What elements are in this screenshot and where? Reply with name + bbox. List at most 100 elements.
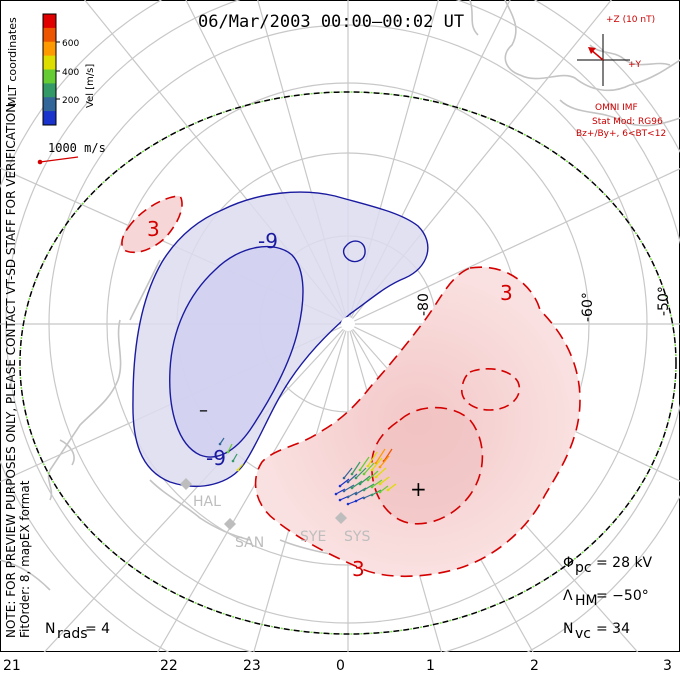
magnetic-pole: [341, 317, 355, 331]
velocity-vector-origin: [374, 475, 378, 479]
velocity-vector: [359, 456, 370, 471]
negative-contour-label: -9: [258, 229, 278, 253]
velocity-vector-origin: [358, 482, 362, 486]
svg-text:HM: HM: [575, 593, 598, 609]
lat-label-50: -50°: [656, 286, 672, 316]
velocity-vectors: [218, 437, 397, 506]
radar-label-san: SAN: [235, 535, 264, 551]
positive-contour-label-3: 3: [352, 557, 365, 581]
velocity-vector-origin: [362, 496, 366, 500]
velocity-vector-origin: [378, 482, 382, 486]
mlt-tick-22: 22: [160, 658, 178, 674]
velocity-vector-origin: [218, 442, 222, 446]
negative-convection-cell: [132, 191, 429, 488]
velocity-vector-origin: [354, 499, 358, 503]
velocity-vector: [371, 479, 383, 488]
velocity-vector-origin: [370, 468, 374, 472]
colorbar-cell: [43, 14, 56, 29]
speed-reference-vector: [37, 156, 79, 165]
colorbar-cell: [43, 41, 56, 57]
velocity-vector: [347, 473, 358, 483]
velocity-vector: [379, 485, 389, 493]
imf-condition-label: Bz+/By+, 6<BT<12: [576, 129, 666, 139]
velocity-vector: [343, 484, 355, 492]
velocity-vector: [375, 448, 386, 464]
positive-convection-cell: [121, 195, 581, 578]
velocity-vector: [351, 480, 363, 489]
velocity-vector: [355, 496, 365, 502]
velocity-vector: [371, 457, 383, 471]
velocity-vector: [367, 470, 379, 481]
negative-contour-label-2: -9: [206, 446, 226, 470]
svg-text:N: N: [45, 621, 55, 637]
velocity-vector-origin: [231, 459, 235, 463]
colorbar-cell: [43, 97, 56, 112]
velocity-vector-origin: [350, 472, 354, 476]
velocity-vector-origin: [342, 476, 346, 480]
colorbar-label: Vel [m/s]: [85, 64, 96, 108]
imf-source-label: OMNI IMF: [595, 103, 638, 113]
stat-nrads: N rads = 4: [45, 621, 110, 642]
mlt-tick-23: 23: [243, 658, 261, 674]
colorbar-tick-600: 600: [62, 39, 79, 49]
velocity-colorbar: [42, 13, 60, 126]
svg-text:= 34: = 34: [596, 621, 630, 637]
positive-contour-label-2: 3: [500, 281, 513, 305]
velocity-vector-origin: [378, 465, 382, 469]
velocity-vector: [363, 483, 375, 491]
velocity-vector: [387, 483, 397, 491]
stat-nvc: N vc = 34: [563, 621, 630, 642]
potential-minimum-marker: –: [199, 400, 208, 421]
svg-text:rads: rads: [57, 626, 88, 642]
radar-sites: [180, 478, 347, 530]
svg-text:vc: vc: [575, 626, 591, 642]
stat-phi: Φ pc = 28 kV: [563, 555, 653, 576]
colorbar-cell: [43, 27, 56, 43]
velocity-vector: [347, 500, 357, 505]
radar-label-sys: SYS: [344, 529, 370, 545]
mlt-tick-1: 1: [426, 658, 435, 674]
mlt-tick-3: 3: [663, 658, 672, 674]
imf-clock-dial: [577, 34, 630, 86]
preview-note: NOTE: FOR PREVIEW PURPOSES ONLY, PLEASE …: [4, 100, 18, 638]
colorbar-cell: [43, 55, 56, 70]
velocity-vector-origin: [370, 493, 374, 497]
positive-contour-label: 3: [147, 217, 160, 241]
velocity-vector: [343, 467, 353, 479]
speed-reference-label: 1000 m/s: [48, 141, 106, 155]
stat-model-label: Stat Mod: RG96: [592, 117, 663, 127]
velocity-vector-origin: [334, 492, 338, 496]
velocity-vector-origin: [338, 498, 342, 502]
mlt-tick-2: 2: [530, 658, 539, 674]
velocity-vector-origin: [366, 478, 370, 482]
colorbar-tick-200: 200: [62, 96, 79, 106]
velocity-vector-origin: [236, 468, 240, 472]
velocity-vector: [363, 462, 375, 475]
velocity-vector: [379, 476, 390, 485]
velocity-vector-origin: [350, 486, 354, 490]
velocity-vector: [351, 461, 361, 475]
svg-text:N: N: [563, 621, 573, 637]
lat-label-60: -60°: [580, 292, 596, 322]
velocity-vector-origin: [386, 488, 390, 492]
svg-text:Φ: Φ: [563, 555, 574, 571]
velocity-vector-origin: [342, 489, 346, 493]
colorbar-cell: [43, 111, 56, 126]
velocity-vector: [383, 448, 393, 462]
velocity-vector-origin: [378, 490, 382, 494]
velocity-vector-origin: [346, 480, 350, 484]
imf-y-label: +Y: [628, 60, 642, 70]
velocity-vector: [227, 443, 233, 453]
velocity-vector-origin: [366, 464, 370, 468]
fit-order-note: FitOrder: 8, mapEX format: [18, 480, 32, 638]
map-title: 06/Mar/2003 00:00–00:02 UT: [198, 12, 464, 32]
svg-text:= 4: = 4: [85, 621, 110, 637]
svg-text:Λ: Λ: [563, 588, 573, 604]
coordinate-system-label: MLT coordinates: [6, 17, 19, 106]
velocity-vector: [339, 478, 350, 487]
hm-boundary: [19, 91, 677, 635]
potential-maximum-marker: +: [410, 477, 427, 501]
velocity-vector-origin: [362, 472, 366, 476]
velocity-vector: [355, 467, 367, 479]
